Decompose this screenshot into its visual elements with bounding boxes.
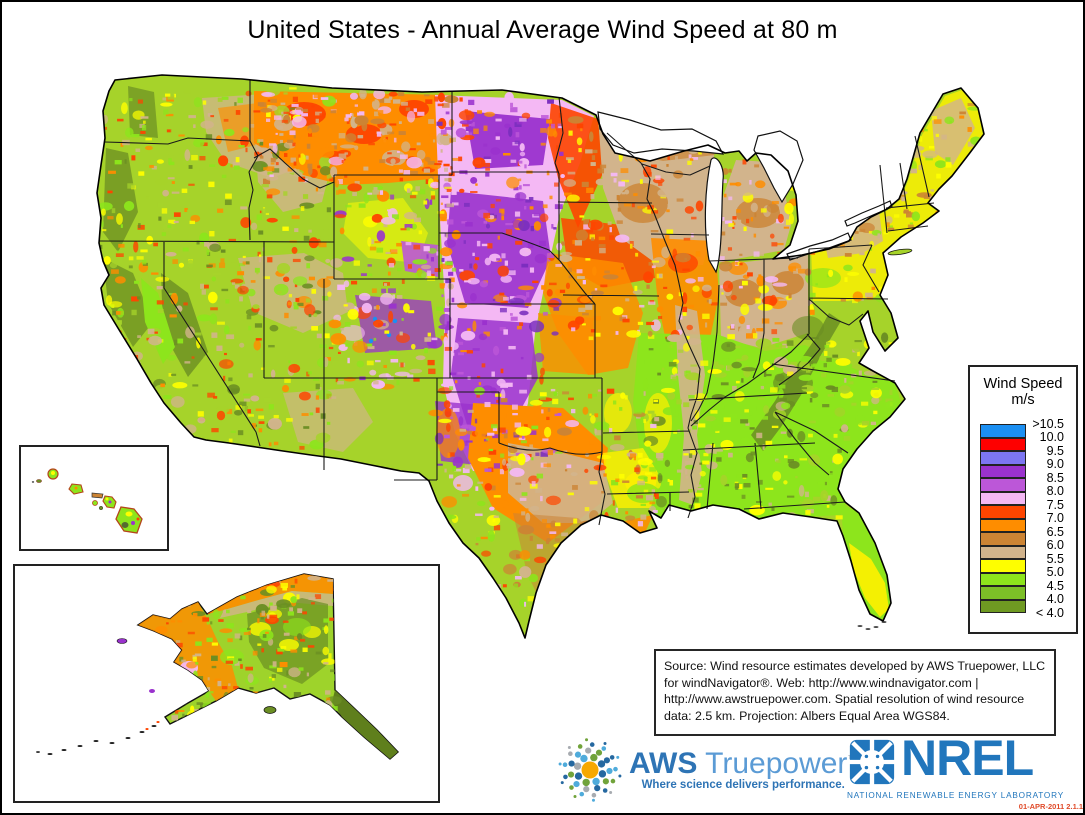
legend-swatch: [980, 478, 1026, 492]
legend-swatch: [980, 491, 1026, 505]
aws-product: Truepower: [705, 747, 848, 780]
legend-boundary-label: < 4.0: [1035, 605, 1064, 620]
nrel-sun-icon: [847, 737, 897, 787]
legend-boundary-label: 4.5: [1046, 578, 1064, 593]
legend-boundary-label: 8.0: [1046, 484, 1064, 498]
aws-wordmark: AWS Truepower™ Where science delivers pe…: [629, 747, 857, 792]
legend-swatch: [980, 572, 1026, 586]
legend-swatch: [980, 599, 1026, 613]
legend-boundary-label: 5.5: [1046, 551, 1064, 566]
legend-swatch: [980, 545, 1026, 559]
great-lakes: [597, 111, 893, 274]
legend-scale: >10.5 10.0 9.5 9.0 8.5 8.0 7.5 7.0 6.5 6.0 5.5 5.0 4…: [970, 417, 1076, 624]
version-date-stamp: 01-APR-2011 2.1.1: [1018, 802, 1083, 811]
legend-swatch: [980, 518, 1026, 532]
aleutian-islands: [36, 638, 277, 755]
legend-swatch: [980, 505, 1026, 519]
legend-unit: m/s: [1011, 392, 1035, 408]
source-box: Source: Wind resource estimates develope…: [654, 649, 1056, 736]
aws-name: AWS: [629, 747, 698, 780]
legend-boundary-label: 7.5: [1046, 497, 1064, 512]
legend-boundary-label: 4.0: [1046, 592, 1064, 606]
aws-burst-icon: [558, 738, 622, 802]
legend-swatch: [980, 559, 1026, 573]
legend-boundary-label: 5.0: [1046, 565, 1064, 579]
nrel-caption: NATIONAL RENEWABLE ENERGY LABORATORY: [847, 791, 1064, 800]
lake-michigan: [704, 157, 724, 274]
aws-truepower-logo: AWS Truepower™ Where science delivers pe…: [556, 736, 857, 804]
legend-swatch: [980, 532, 1026, 546]
lake-superior: [597, 111, 725, 155]
legend-swatch: [980, 464, 1026, 478]
lake-huron: [753, 130, 804, 204]
legend-swatch: [980, 586, 1026, 600]
legend-boundary-label: 6.5: [1046, 524, 1064, 539]
legend-boundary-label: 8.5: [1046, 470, 1064, 485]
legend-boundary-label: >10.5: [1032, 416, 1064, 431]
hawaii-inset-border: [19, 445, 169, 551]
legend-boundary-label: 6.0: [1046, 538, 1064, 552]
legend-swatch: [980, 424, 1026, 438]
legend-boundary-label: 10.0: [1039, 430, 1064, 444]
legend-swatch: [980, 437, 1026, 451]
conus-outline: [96, 74, 985, 639]
state-borders: [98, 80, 935, 526]
alaska-inset: [13, 564, 440, 803]
legend-title: Wind Speed: [983, 376, 1063, 392]
legend-boundary-label: 9.0: [1046, 457, 1064, 471]
wind-speed-legend: Wind Speed m/s >10.5 10.0 9.5 9.0 8.5 8.0 7.5 7…: [968, 365, 1078, 634]
nrel-logo: NREL NATIONAL RENEWABLE ENERGY LABORATOR…: [847, 730, 1083, 811]
east-coast-islands: [857, 248, 913, 630]
aws-tagline: Where science delivers performance.: [641, 779, 845, 791]
legend-boundary-label: 7.0: [1046, 511, 1064, 525]
nrel-acronym: NREL: [901, 730, 1034, 786]
page-title: United States - Annual Average Wind Spee…: [247, 16, 838, 44]
legend-swatch: [980, 451, 1026, 465]
legend-boundary-label: 9.5: [1046, 443, 1064, 458]
hawaii-inset: [19, 445, 169, 551]
